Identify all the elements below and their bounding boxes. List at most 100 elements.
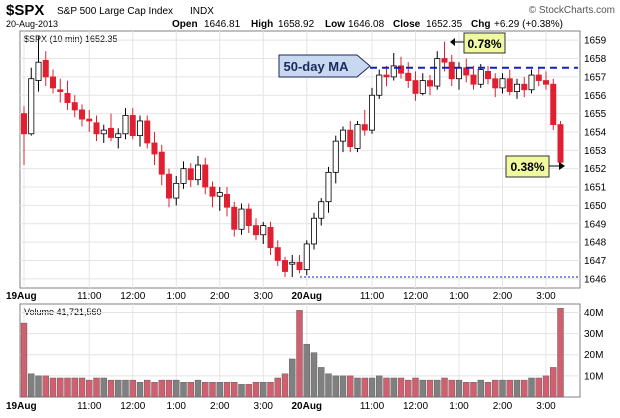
price-tick-label: 1646	[584, 274, 607, 285]
candle-body	[499, 78, 506, 89]
chart-date: 20-Aug-2013	[6, 19, 58, 29]
volume-bar	[412, 377, 419, 398]
candle-body	[426, 80, 433, 87]
candle-body	[151, 142, 158, 155]
volume-bar	[187, 382, 194, 398]
volume-bar	[484, 382, 492, 398]
volume-bar	[332, 375, 339, 398]
candle-body	[419, 80, 426, 94]
volume-bar	[390, 377, 397, 398]
price-axis: 1646 1647 1648 1649 1650 1651 1652 1653 1654 1655…	[584, 36, 607, 286]
volume-bar	[209, 382, 216, 398]
volume-bar	[78, 377, 86, 398]
volume-bar	[64, 377, 71, 398]
x-tick-label: 20Aug	[291, 291, 322, 302]
candle-body	[194, 164, 201, 181]
volume-bar	[419, 379, 426, 398]
volume-bar	[107, 379, 115, 398]
volume-bar	[325, 373, 332, 398]
volume-bar	[441, 377, 448, 398]
x-tick-label-volume: 12:00	[403, 401, 428, 412]
volume-bar	[528, 377, 535, 398]
price-tick-label: 1657	[584, 72, 607, 83]
volume-bar	[477, 379, 484, 398]
volume-bar	[542, 375, 550, 398]
candle-body	[550, 83, 557, 126]
volume-bar	[42, 375, 49, 398]
volume-bar	[463, 382, 470, 398]
volume-bar	[499, 379, 506, 398]
volume-bar	[245, 384, 252, 398]
volume-bar	[173, 379, 180, 398]
candle-body	[267, 227, 274, 249]
candle-body	[100, 129, 107, 135]
candle-body	[202, 164, 209, 188]
volume-bar	[376, 375, 383, 398]
volume-bar	[252, 382, 260, 398]
volume-bar	[513, 379, 521, 398]
volume-bar	[165, 379, 173, 398]
candle-body	[383, 74, 390, 78]
price-tick-label: 1655	[584, 109, 607, 120]
candle-body	[528, 74, 535, 91]
volume-bar	[296, 310, 303, 398]
volume-bar	[506, 379, 513, 398]
candle-body	[86, 118, 93, 122]
candle-body	[463, 67, 470, 76]
volume-bar	[318, 367, 325, 398]
volume-bar	[93, 377, 100, 398]
open-label: Open	[172, 19, 198, 30]
volume-bar	[223, 382, 231, 398]
x-tick-label-volume: 11:00	[360, 401, 385, 412]
candle-body	[361, 124, 368, 131]
price-tick-label: 1648	[584, 238, 607, 249]
ma-label: 50-day MA	[278, 54, 371, 78]
index-name: S&P 500 Large Cap Index	[57, 6, 173, 17]
x-tick-label-volume: 11:00	[77, 401, 102, 412]
candle-body	[477, 69, 484, 85]
volume-bar	[550, 367, 557, 398]
volume-bar	[492, 379, 499, 398]
volume-bar	[455, 379, 463, 398]
watermark: © StockCharts.com	[529, 5, 615, 16]
volume-bar	[521, 379, 528, 398]
candle-body	[339, 129, 346, 142]
x-tick-label-volume: 1:00	[449, 401, 469, 412]
price-tick-label: 1651	[584, 183, 607, 194]
volume-bar	[339, 375, 347, 398]
x-tick-label-volume: 2:00	[210, 401, 230, 412]
volume-bar	[557, 308, 564, 398]
candle-body	[521, 83, 528, 91]
volume-bar	[216, 382, 223, 398]
x-tick-label: 2:00	[210, 291, 230, 302]
x-tick-label-volume: 3:00	[536, 401, 556, 412]
volume-tick-label: 20M	[584, 350, 603, 361]
candle-body	[274, 247, 281, 261]
volume-bar	[303, 343, 310, 398]
candle-body	[470, 74, 477, 85]
x-tick-label: 1:00	[167, 291, 187, 302]
candle-body	[158, 151, 165, 175]
candle-body	[238, 208, 245, 230]
volume-bar	[397, 377, 405, 398]
candle-body	[412, 80, 419, 94]
volume-bar	[129, 379, 136, 398]
candle-body	[492, 78, 499, 89]
volume-bar	[57, 377, 64, 398]
volume-bar	[115, 379, 122, 398]
candle-body	[296, 261, 303, 271]
volume-bar	[354, 377, 361, 398]
candle-body	[310, 217, 317, 245]
candle-body	[260, 225, 267, 236]
volume-axis: 10M 20M 30M 40M	[584, 308, 603, 382]
x-tick-label-volume: 19Aug	[6, 401, 37, 412]
x-tick-label: 19Aug	[6, 291, 37, 302]
candle-body	[455, 67, 462, 80]
candle-body	[325, 171, 332, 203]
x-tick-label: 3:00	[536, 291, 556, 302]
volume-bar	[260, 382, 267, 398]
candle-body	[129, 115, 136, 137]
volume-bar	[267, 382, 274, 398]
exchange: INDX	[190, 6, 214, 17]
volume-bar	[49, 377, 57, 398]
